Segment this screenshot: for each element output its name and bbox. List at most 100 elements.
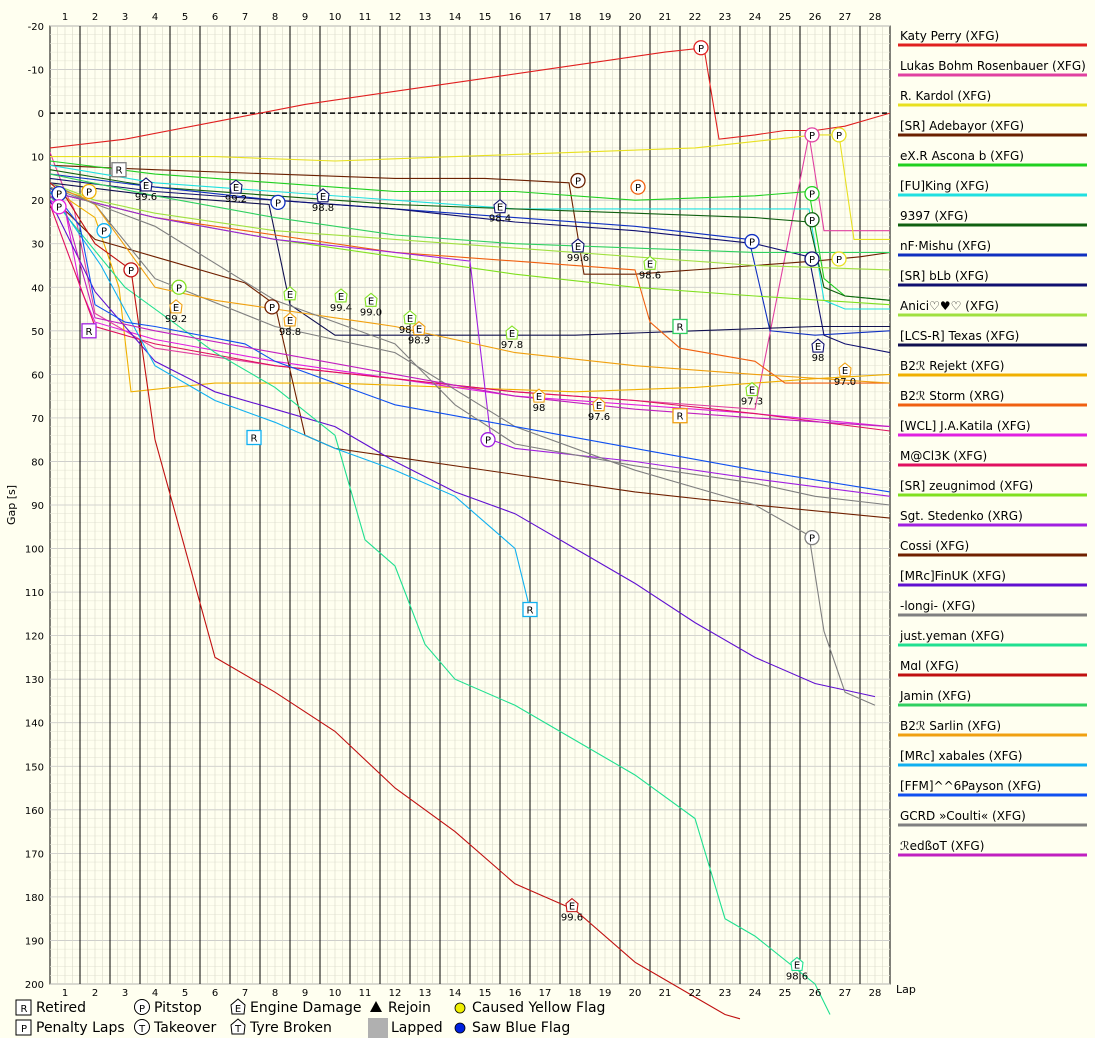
key-glyph: E <box>235 1004 241 1015</box>
x-tick-label-bottom: 5 <box>182 988 188 999</box>
pitstop-marker <box>480 432 496 448</box>
legend-item: B2ℛ Sarlin (XFG) <box>898 719 1087 737</box>
key-label: Takeover <box>153 1020 216 1036</box>
marker-E: E98 <box>811 338 825 364</box>
y-tick-label: 40 <box>31 283 44 294</box>
y-tick-label: 80 <box>31 457 44 468</box>
pitstop-glyph: P <box>809 190 815 201</box>
x-tick-label-top: 19 <box>599 12 612 23</box>
x-tick-label-bottom: 8 <box>272 988 278 999</box>
x-tick-label-top: 18 <box>569 12 582 23</box>
retired-glyph: R <box>677 412 684 423</box>
legend-label: B2ℛ Storm (XRG) <box>900 389 1004 403</box>
engine-damage-marker <box>139 177 153 192</box>
x-tick-label-top: 4 <box>152 12 158 23</box>
x-tick-label-top: 24 <box>749 12 762 23</box>
x-tick-label-top: 26 <box>809 12 822 23</box>
engine-damage-marker <box>790 956 804 971</box>
legend-label: [FFM]^^6Payson (XFG) <box>900 779 1041 793</box>
retired-marker <box>246 429 262 446</box>
rejoin-triangle-icon <box>370 1001 382 1012</box>
pitstop-marker <box>270 194 286 211</box>
legend-label: R. Kardol (XFG) <box>900 89 991 103</box>
marker-E: E97.8 <box>501 325 523 351</box>
key-glyph: R <box>21 1004 28 1015</box>
engine-damage-glyph: E <box>815 342 821 353</box>
x-tick-label-top: 16 <box>509 12 522 23</box>
pitstop-glyph: P <box>836 131 842 142</box>
key-glyph: T <box>234 1024 242 1035</box>
retired-glyph: R <box>251 434 258 445</box>
pitstop-marker <box>804 530 820 546</box>
key-glyph: T <box>138 1024 146 1035</box>
legend-label: M@Cl3K (XFG) <box>900 449 987 463</box>
legend-item: [FFM]^^6Payson (XFG) <box>898 779 1087 797</box>
retired-marker <box>672 318 688 335</box>
legend-label: Katy Perry (XFG) <box>900 29 999 43</box>
retired-glyph: R <box>116 166 123 177</box>
series-line-2 <box>50 134 890 240</box>
marker-P: P <box>51 185 67 202</box>
pitstop-marker <box>630 179 646 195</box>
engine-damage-label: 99.2 <box>225 194 247 205</box>
engine-damage-label: 97.0 <box>834 377 856 388</box>
pitstop-glyph: P <box>275 198 281 209</box>
legend-item: Katy Perry (XFG) <box>898 29 1087 47</box>
pitstop-glyph: P <box>698 44 704 55</box>
engine-damage-marker <box>364 292 378 307</box>
legend-label: GCRD »Coulti« (XFG) <box>900 809 1026 823</box>
y-tick-label: 170 <box>25 849 44 860</box>
legend-item: nF·Mishu (XFG) <box>898 239 1087 257</box>
pitstop-glyph: P <box>575 177 581 188</box>
legend-label: [MRc] xabales (XFG) <box>900 749 1022 763</box>
legend-label: eX.R Ascona b (XFG) <box>900 149 1024 163</box>
pitstop-glyph: P <box>176 283 182 294</box>
marker-E: E99.6 <box>135 177 157 203</box>
legend-label: [SR] Adebayor (XFG) <box>900 119 1024 133</box>
marker-E: E98.4 <box>489 198 511 225</box>
key-item: E Engine Damage <box>230 998 362 1016</box>
marker-E: E98.9 <box>408 320 430 347</box>
engine-damage-label: 99.4 <box>330 303 352 314</box>
engine-damage-label: 98.8 <box>399 325 421 336</box>
legend: Katy Perry (XFG) Lukas Bohm Rosenbauer (X… <box>898 29 1087 857</box>
series-line-27 <box>50 195 890 428</box>
x-axis-label: Lap <box>896 983 916 996</box>
legend-item: Mɑl (XFG) <box>898 659 1087 677</box>
legend-label: [WCL] J.A.Katila (XFG) <box>900 419 1031 433</box>
x-tick-label-top: 3 <box>122 12 128 23</box>
engine-damage-glyph: E <box>287 316 293 327</box>
key-pentagon-icon <box>230 1018 246 1035</box>
engine-damage-label: 98.8 <box>279 327 301 338</box>
pitstop-marker <box>264 299 280 315</box>
series-line-19 <box>50 182 876 706</box>
engine-damage-marker <box>565 897 579 913</box>
x-tick-label-bottom: 17 <box>539 988 552 999</box>
legend-item: Jamin (XFG) <box>898 689 1087 707</box>
pitstop-marker <box>51 199 67 215</box>
legend-item: Anici♡♥♡ (XFG) <box>898 299 1087 317</box>
engine-damage-marker <box>412 320 426 336</box>
series-line-10 <box>50 182 890 336</box>
legend-item: 9397 (XFG) <box>898 209 1087 227</box>
retired-glyph: R <box>527 606 534 617</box>
marker-P: P <box>744 233 760 250</box>
key-circle-icon <box>134 999 150 1015</box>
marker-R: R <box>672 408 688 424</box>
engine-damage-glyph: E <box>416 325 422 336</box>
pitstop-marker <box>693 40 709 56</box>
key-square-icon <box>15 999 32 1016</box>
legend-item: [FU]King (XFG) <box>898 179 1087 197</box>
legend-label: [SR] bLb (XFG) <box>900 269 989 283</box>
x-tick-label-bottom: 19 <box>599 988 612 999</box>
engine-damage-marker <box>505 325 519 340</box>
engine-damage-marker <box>283 286 297 301</box>
x-tick-label-bottom: 20 <box>629 988 642 999</box>
y-tick-label: -10 <box>28 66 44 77</box>
key-square-icon <box>15 1019 32 1036</box>
series-line-3 <box>50 164 890 275</box>
marker-P: P <box>171 279 187 295</box>
pitstop-marker <box>804 185 820 202</box>
x-tick-label-top: 7 <box>242 12 248 23</box>
series-line-26 <box>50 186 890 506</box>
